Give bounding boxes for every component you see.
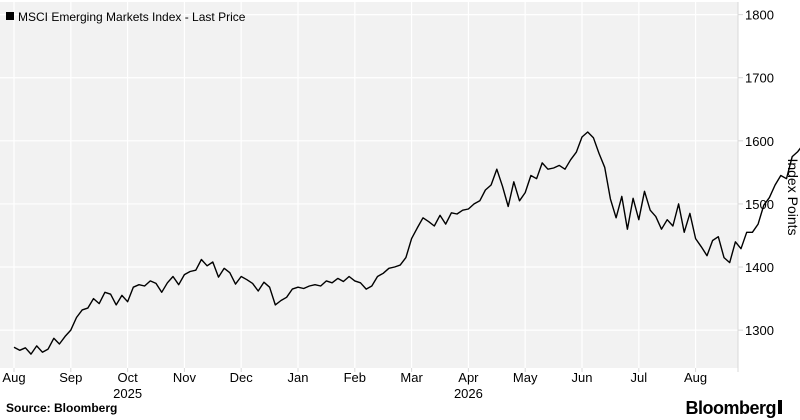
plot-area	[0, 2, 738, 368]
y-tick-label: 1500	[745, 197, 774, 212]
x-tick-label: Aug	[2, 370, 25, 385]
logo-bar-icon	[778, 400, 782, 414]
x-tick-label: May	[513, 370, 538, 385]
y-axis-ticks: 1300 1400 1500 1600 1700 1800	[738, 8, 774, 338]
year-label: 2025	[113, 386, 142, 401]
x-tick-label: Jul	[630, 370, 647, 385]
x-tick-label: Jan	[288, 370, 309, 385]
x-tick-label: Dec	[230, 370, 254, 385]
y-tick-label: 1600	[745, 134, 774, 149]
x-tick-label: Feb	[344, 370, 366, 385]
source-note: Source: Bloomberg	[6, 401, 117, 415]
year-labels: 2025 2026	[113, 386, 483, 401]
legend-label: MSCI Emerging Markets Index - Last Price	[18, 10, 246, 24]
x-axis-ticks: Aug Sep Oct Nov Dec Jan Feb Mar Apr May Jun Jul Aug	[2, 368, 707, 385]
y-tick-label: 1400	[745, 260, 774, 275]
x-tick-label: Mar	[400, 370, 423, 385]
x-tick-label: Apr	[458, 370, 479, 385]
x-tick-label: Sep	[59, 370, 82, 385]
series-line-msci-em	[13, 131, 800, 355]
gridlines	[0, 2, 738, 368]
y-tick-label: 1700	[745, 71, 774, 86]
bloomberg-logo: Bloomberg	[685, 398, 776, 418]
y-axis-title: Index Points	[785, 158, 800, 235]
x-tick-label: Oct	[117, 370, 138, 385]
x-tick-label: Aug	[684, 370, 707, 385]
y-tick-label: 1800	[745, 8, 774, 23]
x-tick-label: Nov	[173, 370, 197, 385]
x-tick-label: Jun	[572, 370, 593, 385]
y-tick-label: 1300	[745, 323, 774, 338]
legend-swatch	[6, 12, 14, 20]
year-label: 2026	[454, 386, 483, 401]
